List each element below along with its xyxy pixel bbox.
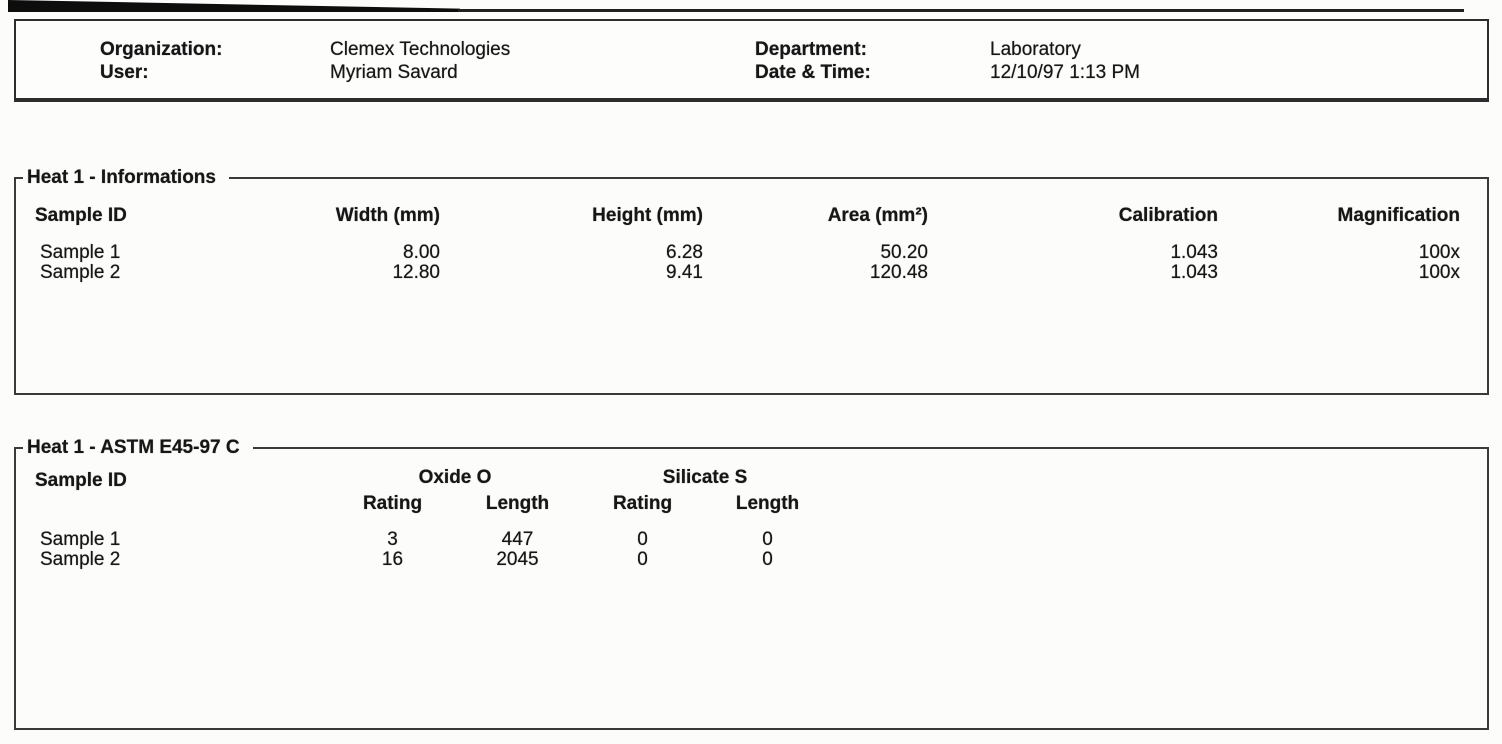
table-cell: Sample 2 xyxy=(40,262,121,283)
table-cell: 3 xyxy=(387,529,398,550)
table-cell: 8.00 xyxy=(403,242,440,263)
header-values-left: Clemex Technologies Myriam Savard xyxy=(330,38,510,84)
groupbox-astm: Heat 1 - ASTM E45-97 C Sample ID Oxide O… xyxy=(14,436,1489,730)
table-cell: 120.48 xyxy=(869,262,928,283)
table-cell: 16 xyxy=(381,549,404,570)
info-table-header-row: Sample ID Width (mm) Height (mm) Area (m… xyxy=(35,205,1460,231)
astm-table-sub-header-row: Rating Length Rating Length xyxy=(35,493,830,519)
section-title-informations: Heat 1 - Informations xyxy=(23,166,229,190)
table-header-cell: Calibration xyxy=(1118,205,1218,226)
table-group-header-cell: Silicate S xyxy=(662,467,748,488)
table-cell: 50.20 xyxy=(880,242,928,263)
table-cell: 447 xyxy=(501,529,534,550)
table-cell: 100x xyxy=(1418,262,1460,283)
table-cell: 0 xyxy=(762,549,773,570)
table-header-cell: Rating xyxy=(362,493,423,514)
table-header-cell: Length xyxy=(735,493,800,514)
table-cell: Sample 1 xyxy=(40,242,121,263)
table-cell: 6.28 xyxy=(666,242,703,263)
table-cell: 9.41 xyxy=(666,262,703,283)
table-group-header-cell: Oxide O xyxy=(418,467,492,488)
table-row: Sample 1 3 447 0 0 xyxy=(35,530,830,550)
table-cell: 2045 xyxy=(496,549,539,570)
info-table: Sample ID Width (mm) Height (mm) Area (m… xyxy=(35,205,1460,283)
scan-artifact-bar-thin xyxy=(458,9,1464,12)
datetime-label: Date & Time: xyxy=(755,62,871,83)
user-value: Myriam Savard xyxy=(330,62,458,83)
table-header-cell: Length xyxy=(485,493,550,514)
table-cell: 1.043 xyxy=(1170,262,1218,283)
scan-artifact-bar xyxy=(8,0,460,12)
header-labels-right: Department: Date & Time: xyxy=(755,38,871,84)
report-header-box: Organization: User: Clemex Technologies … xyxy=(14,19,1489,102)
table-header-cell: Area (mm²) xyxy=(827,205,928,226)
astm-table: Sample ID Oxide O Silicate S Rating Leng… xyxy=(35,467,830,570)
table-header-cell: Width (mm) xyxy=(335,205,440,226)
table-header-cell: Sample ID xyxy=(35,205,127,226)
table-header-cell: Sample ID xyxy=(35,470,127,491)
organization-label: Organization: xyxy=(100,39,223,60)
table-cell: 0 xyxy=(637,549,648,570)
header-values-right: Laboratory 12/10/97 1:13 PM xyxy=(990,38,1140,84)
table-cell: 100x xyxy=(1418,242,1460,263)
table-cell: 0 xyxy=(637,529,648,550)
table-cell: 0 xyxy=(762,529,773,550)
table-header-cell: Height (mm) xyxy=(592,205,703,226)
table-header-cell: Magnification xyxy=(1337,205,1460,226)
datetime-value: 12/10/97 1:13 PM xyxy=(990,62,1140,83)
table-cell: Sample 2 xyxy=(40,549,121,570)
header-labels-left: Organization: User: xyxy=(100,38,222,84)
table-row: Sample 2 12.80 9.41 120.48 1.043 100x xyxy=(35,263,1460,283)
table-cell: Sample 1 xyxy=(40,529,121,550)
table-row: Sample 1 8.00 6.28 50.20 1.043 100x xyxy=(35,243,1460,263)
user-label: User: xyxy=(100,62,149,83)
table-header-cell: Rating xyxy=(612,493,673,514)
table-cell: 1.043 xyxy=(1170,242,1218,263)
table-cell: 12.80 xyxy=(392,262,440,283)
organization-value: Clemex Technologies xyxy=(330,39,511,60)
section-title-astm: Heat 1 - ASTM E45-97 C xyxy=(23,436,253,460)
astm-table-group-header-row: Sample ID Oxide O Silicate S xyxy=(35,467,830,493)
department-value: Laboratory xyxy=(990,39,1081,60)
groupbox-informations: Heat 1 - Informations Sample ID Width (m… xyxy=(14,166,1489,395)
department-label: Department: xyxy=(755,39,867,60)
table-row: Sample 2 16 2045 0 0 xyxy=(35,550,830,570)
